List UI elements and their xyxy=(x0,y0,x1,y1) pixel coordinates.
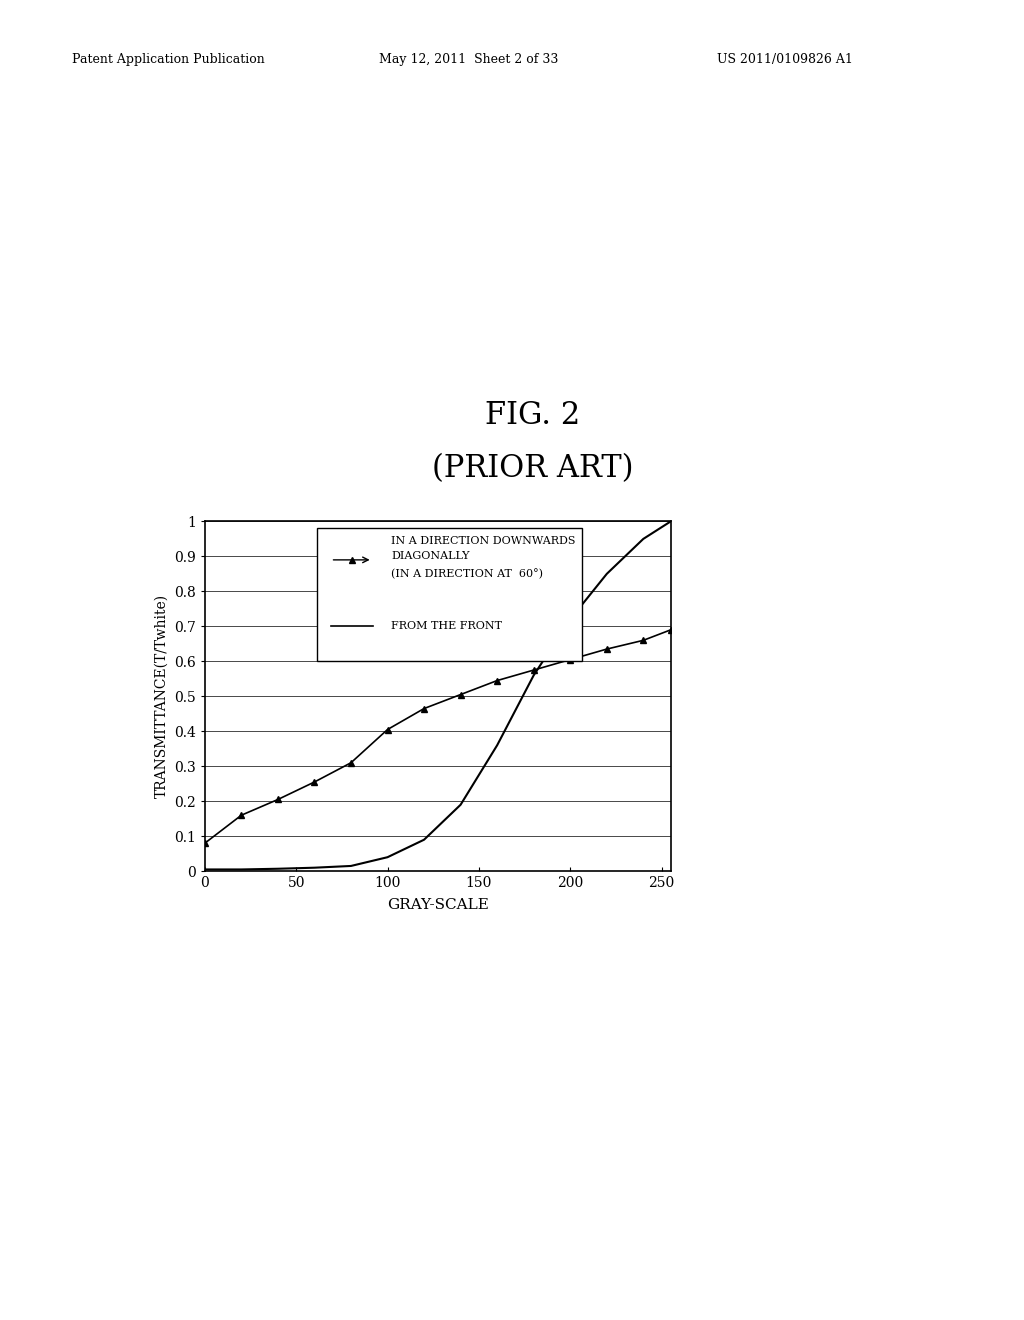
Text: May 12, 2011  Sheet 2 of 33: May 12, 2011 Sheet 2 of 33 xyxy=(379,53,558,66)
Text: (IN A DIRECTION AT  60°): (IN A DIRECTION AT 60°) xyxy=(391,569,543,579)
Text: DIAGONALLY: DIAGONALLY xyxy=(391,552,470,561)
X-axis label: GRAY-SCALE: GRAY-SCALE xyxy=(387,899,488,912)
Text: FIG. 2: FIG. 2 xyxy=(484,400,581,432)
Text: FROM THE FRONT: FROM THE FRONT xyxy=(391,622,502,631)
Y-axis label: TRANSMITTANCE(T/Twhite): TRANSMITTANCE(T/Twhite) xyxy=(155,594,168,799)
Text: US 2011/0109826 A1: US 2011/0109826 A1 xyxy=(717,53,853,66)
Text: (PRIOR ART): (PRIOR ART) xyxy=(432,453,633,484)
Text: Patent Application Publication: Patent Application Publication xyxy=(72,53,264,66)
Text: IN A DIRECTION DOWNWARDS: IN A DIRECTION DOWNWARDS xyxy=(391,536,575,545)
FancyBboxPatch shape xyxy=(316,528,583,661)
